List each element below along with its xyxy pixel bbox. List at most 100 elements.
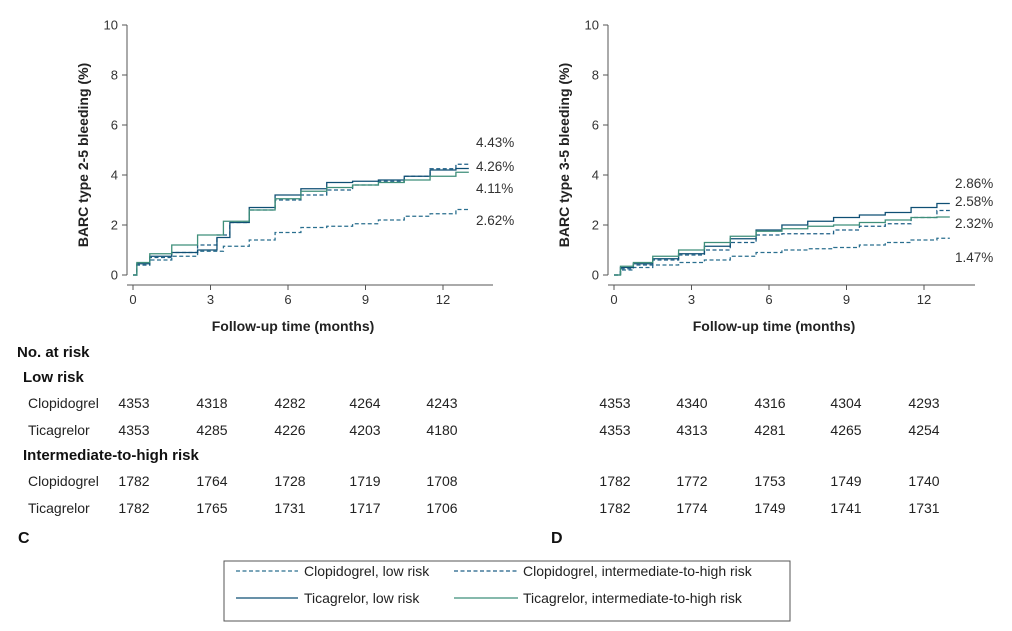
legend-label: Ticagrelor, intermediate-to-high risk <box>523 590 743 606</box>
risk-count-d: 1740 <box>908 473 939 489</box>
x-tick-label: 12 <box>917 292 931 307</box>
x-tick-label: 9 <box>843 292 850 307</box>
y-tick-label: 6 <box>592 118 599 133</box>
risk-count-c: 4226 <box>274 422 305 438</box>
end-value-label: 4.11% <box>476 181 513 196</box>
risk-count-d: 4340 <box>676 395 707 411</box>
end-value-label: 4.26% <box>476 159 514 174</box>
x-tick-label: 3 <box>207 292 214 307</box>
risk-count-d: 1772 <box>676 473 707 489</box>
y-tick-label: 8 <box>592 68 599 83</box>
panel-label-d: D <box>551 530 563 547</box>
panel-label-c: C <box>18 530 30 547</box>
risk-count-c: 4180 <box>426 422 457 438</box>
y-tick-label: 2 <box>592 218 599 233</box>
series-line-4 <box>133 171 469 276</box>
risk-count-c: 4318 <box>196 395 227 411</box>
risk-row-label: Ticagrelor <box>28 422 90 438</box>
risk-count-c: 1765 <box>196 500 227 516</box>
risk-count-d: 1741 <box>830 500 861 516</box>
series-line-1 <box>133 208 469 276</box>
risk-count-c: 4282 <box>274 395 305 411</box>
end-value-label: 1.47% <box>955 250 993 265</box>
x-tick-label: 0 <box>610 292 617 307</box>
risk-count-c: 4243 <box>426 395 457 411</box>
risk-count-c: 4353 <box>118 395 149 411</box>
y-tick-label: 0 <box>111 268 118 283</box>
risk-count-d: 4293 <box>908 395 939 411</box>
risk-count-c: 1782 <box>118 473 149 489</box>
end-value-label: 2.86% <box>955 176 993 191</box>
risk-count-d: 1782 <box>599 473 630 489</box>
legend-label: Clopidogrel, intermediate-to-high risk <box>523 563 753 579</box>
chart-panel-d: 0 2 4 6 8 10 0 3 6 9 12 BARC type 3-5 bleeding (%) F… <box>556 18 993 335</box>
risk-count-d: 1753 <box>754 473 785 489</box>
x-tick-label: 12 <box>436 292 450 307</box>
series-line-3 <box>614 202 950 276</box>
y-axis-label: BARC type 2-5 bleeding (%) <box>75 63 91 247</box>
risk-count-d: 1749 <box>754 500 785 516</box>
risk-count-c: 1708 <box>426 473 457 489</box>
risk-count-d: 4353 <box>599 422 630 438</box>
y-tick-label: 8 <box>111 68 118 83</box>
end-value-label: 4.43% <box>476 135 514 150</box>
risk-row-label: Clopidogrel <box>28 473 99 489</box>
x-tick-label: 6 <box>765 292 772 307</box>
end-value-label: 2.58% <box>955 194 993 209</box>
legend: Clopidogrel, low risk Clopidogrel, interm… <box>223 560 791 622</box>
risk-count-c: 1717 <box>349 500 380 516</box>
risk-count-c: 4353 <box>118 422 149 438</box>
series-line-4 <box>614 216 950 276</box>
risk-count-d: 1749 <box>830 473 861 489</box>
risk-count-d: 1782 <box>599 500 630 516</box>
y-tick-label: 2 <box>111 218 118 233</box>
y-tick-label: 0 <box>592 268 599 283</box>
x-tick-label: 0 <box>129 292 136 307</box>
y-tick-label: 4 <box>111 168 118 183</box>
risk-row-label: Ticagrelor <box>28 500 90 516</box>
risk-table-title: No. at risk <box>17 344 90 361</box>
risk-count-d: 4265 <box>830 422 861 438</box>
risk-count-c: 1728 <box>274 473 305 489</box>
risk-count-d: 4316 <box>754 395 785 411</box>
legend-label: Ticagrelor, low risk <box>304 590 420 606</box>
x-tick-label: 3 <box>688 292 695 307</box>
series-line-3 <box>133 167 469 276</box>
y-tick-label: 6 <box>111 118 118 133</box>
risk-count-d: 1774 <box>676 500 707 516</box>
y-tick-label: 4 <box>592 168 599 183</box>
x-axis-label: Follow-up time (months) <box>693 318 856 334</box>
risk-group-label: Intermediate-to-high risk <box>23 447 200 464</box>
risk-count-c: 4203 <box>349 422 380 438</box>
legend-label: Clopidogrel, low risk <box>304 563 430 579</box>
risk-group-label: Low risk <box>23 369 85 386</box>
y-axis-label: BARC type 3-5 bleeding (%) <box>556 63 572 247</box>
x-axis-label: Follow-up time (months) <box>212 318 375 334</box>
risk-count-c: 1731 <box>274 500 305 516</box>
risk-count-c: 1719 <box>349 473 380 489</box>
x-tick-label: 6 <box>284 292 291 307</box>
risk-table: No. at risk Low risk Clopidogrel 4353 4318 42… <box>17 344 940 516</box>
risk-count-c: 4285 <box>196 422 227 438</box>
end-value-label: 2.32% <box>955 216 993 231</box>
y-tick-label: 10 <box>104 18 118 33</box>
end-value-label: 2.62% <box>476 213 514 228</box>
risk-count-c: 1782 <box>118 500 149 516</box>
x-tick-label: 9 <box>362 292 369 307</box>
series-line-1 <box>614 237 950 276</box>
risk-count-c: 1764 <box>196 473 227 489</box>
risk-count-d: 4313 <box>676 422 707 438</box>
risk-count-d: 4281 <box>754 422 785 438</box>
y-tick-label: 10 <box>585 18 599 33</box>
risk-count-c: 1706 <box>426 500 457 516</box>
risk-count-d: 1731 <box>908 500 939 516</box>
risk-count-d: 4254 <box>908 422 939 438</box>
risk-count-d: 4353 <box>599 395 630 411</box>
series-line-2 <box>614 209 950 276</box>
risk-row-label: Clopidogrel <box>28 395 99 411</box>
series-line-2 <box>133 163 469 276</box>
risk-count-c: 4264 <box>349 395 380 411</box>
risk-count-d: 4304 <box>830 395 861 411</box>
chart-panel-c: 0 2 4 6 8 10 0 3 6 9 12 BARC type 2-5 bleeding (%) F… <box>75 18 514 335</box>
